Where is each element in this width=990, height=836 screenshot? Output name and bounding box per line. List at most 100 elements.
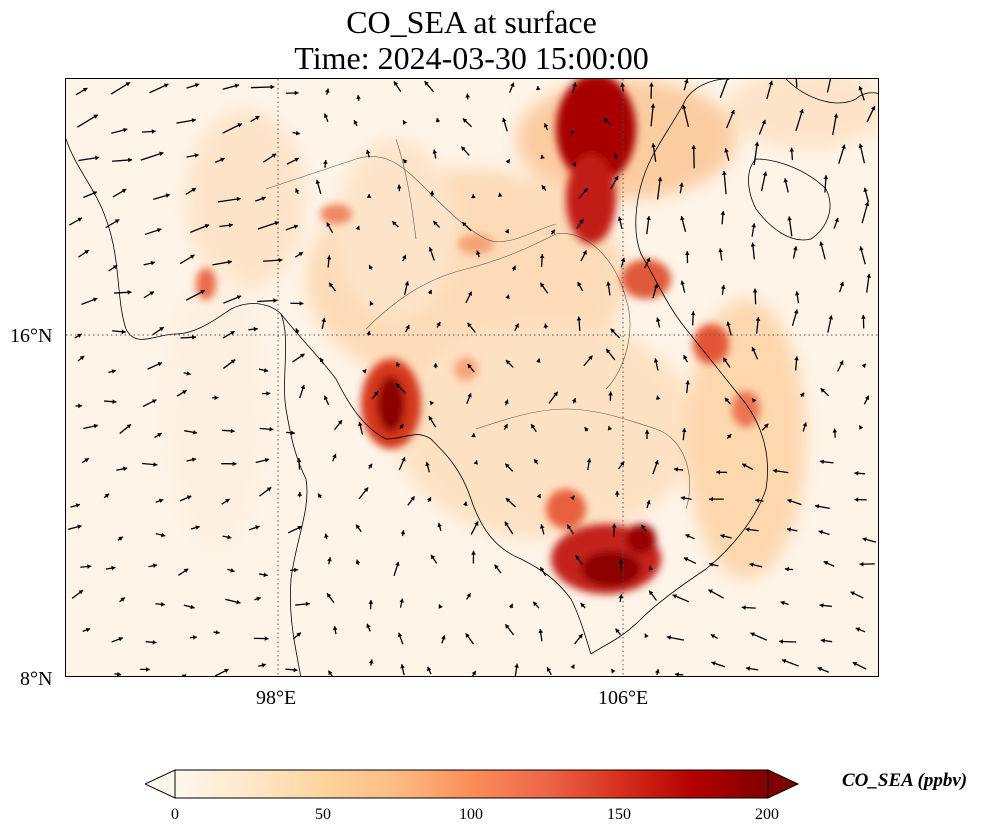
wind-arrow-head	[403, 120, 408, 125]
map-title: CO_SEA at surface	[346, 4, 597, 40]
wind-arrow-head	[324, 533, 329, 538]
wind-arrow-head	[299, 301, 304, 306]
wind-arrow-head	[649, 82, 654, 87]
wind-arrow-head	[506, 360, 511, 365]
wind-arrow-head	[149, 291, 154, 296]
wind-arrow-head	[318, 493, 323, 499]
wind-arrow-head	[120, 597, 125, 602]
wind-arrow-head	[153, 462, 158, 467]
wind-arrow-head	[859, 425, 864, 430]
wind-arrow-shaft	[250, 86, 275, 89]
wind-arrow-head	[709, 496, 714, 502]
wind-arrow-head	[118, 636, 123, 642]
wind-arrow-head	[163, 83, 169, 88]
wind-arrow-head	[841, 144, 846, 150]
wind-arrow-head	[606, 348, 611, 354]
wind-arrow-head	[366, 623, 371, 629]
wind-arrow-head	[862, 537, 867, 542]
wind-arrow-head	[614, 490, 620, 495]
wind-arrow-head	[225, 498, 230, 504]
wind-arrow-head	[618, 594, 624, 599]
wind-arrow-head	[672, 594, 678, 599]
wind-arrow-head	[368, 264, 374, 270]
wind-arrow-head	[366, 193, 372, 198]
wind-arrow-head	[214, 395, 219, 401]
wind-arrow-head	[84, 458, 89, 463]
wind-arrow-head	[540, 567, 545, 572]
wind-arrow-head	[471, 194, 476, 199]
wind-arrow-head	[92, 191, 97, 196]
wind-arrow-head	[567, 524, 572, 530]
wind-arrow-head	[745, 527, 750, 532]
lon-label-98e: 98°E	[256, 687, 297, 709]
wind-arrow-head	[368, 599, 374, 604]
wind-arrow-head	[200, 290, 205, 295]
wind-arrow-head	[192, 635, 197, 640]
wind-arrow-head	[403, 159, 408, 164]
wind-arrow-head	[502, 117, 507, 123]
wind-arrow-head	[438, 604, 443, 609]
wind-arrow-head	[461, 146, 466, 151]
wind-arrow-head	[263, 572, 268, 578]
wind-arrow-head	[497, 192, 503, 197]
wind-arrow-shaft	[692, 145, 695, 169]
wind-arrow-head	[402, 254, 407, 260]
wind-arrow-head	[332, 453, 337, 459]
wind-arrow-shaft	[753, 141, 759, 166]
wind-arrow-head	[77, 217, 83, 222]
wind-arrow-head	[503, 424, 508, 429]
wind-arrow-head	[614, 176, 619, 181]
wind-arrow-head	[690, 311, 696, 316]
wind-arrow-head	[536, 493, 541, 499]
wind-arrow-head	[784, 566, 789, 572]
wind-arrow-head	[361, 369, 367, 374]
wind-arrow-head	[768, 80, 774, 86]
wind-arrow-head	[763, 423, 769, 429]
wind-arrow-head	[538, 629, 544, 634]
wind-arrow-head	[820, 638, 825, 643]
wind-arrow-head	[253, 326, 258, 332]
wind-arrow-head	[255, 525, 260, 530]
wind-arrow-head	[127, 289, 132, 295]
wind-arrow-head	[750, 632, 755, 637]
wind-arrow-head	[264, 636, 269, 641]
wind-arrow-head	[859, 246, 864, 251]
wind-arrow-head	[657, 176, 663, 182]
wind-arrow-head	[121, 189, 127, 194]
wind-arrow-head	[296, 632, 301, 637]
wind-arrow-head	[571, 398, 577, 403]
wind-arrow-shaft	[77, 114, 99, 128]
wind-arrow-head	[271, 153, 277, 158]
wind-arrow-head	[751, 223, 756, 228]
colorbar-tick-200: 200	[755, 806, 779, 823]
map-plot-area[interactable]	[65, 78, 879, 677]
wind-arrow-head	[655, 669, 660, 674]
wind-arrow-head	[730, 110, 735, 115]
wind-arrow-head	[117, 671, 122, 676]
wind-arrow-head	[473, 460, 478, 465]
wind-arrow-head	[300, 384, 306, 390]
wind-arrow-head	[476, 250, 481, 255]
map-canvas	[66, 79, 878, 676]
graticule	[66, 79, 878, 676]
wind-arrow-head	[610, 328, 615, 334]
wind-arrow-head	[92, 297, 98, 302]
wind-arrow-head	[230, 428, 235, 434]
wind-arrow-head	[762, 171, 768, 176]
wind-arrow-head	[123, 127, 128, 133]
wind-arrow-head	[467, 322, 472, 328]
wind-arrow-head	[232, 461, 237, 467]
wind-arrow-head	[514, 323, 519, 329]
wind-arrow-head	[471, 670, 476, 676]
wind-arrow-head	[159, 327, 164, 332]
wind-arrow-head	[437, 522, 442, 528]
wind-arrow-head	[191, 188, 196, 193]
wind-arrow-head	[266, 391, 271, 396]
wind-arrow-head	[395, 383, 400, 388]
colorbar-tick-50: 50	[315, 806, 331, 823]
wind-arrow-head	[494, 564, 499, 570]
wind-arrow-head	[828, 315, 834, 320]
country-borders	[265, 138, 691, 510]
wind-arrow-head	[297, 491, 302, 497]
wind-arrow-head	[194, 153, 199, 158]
